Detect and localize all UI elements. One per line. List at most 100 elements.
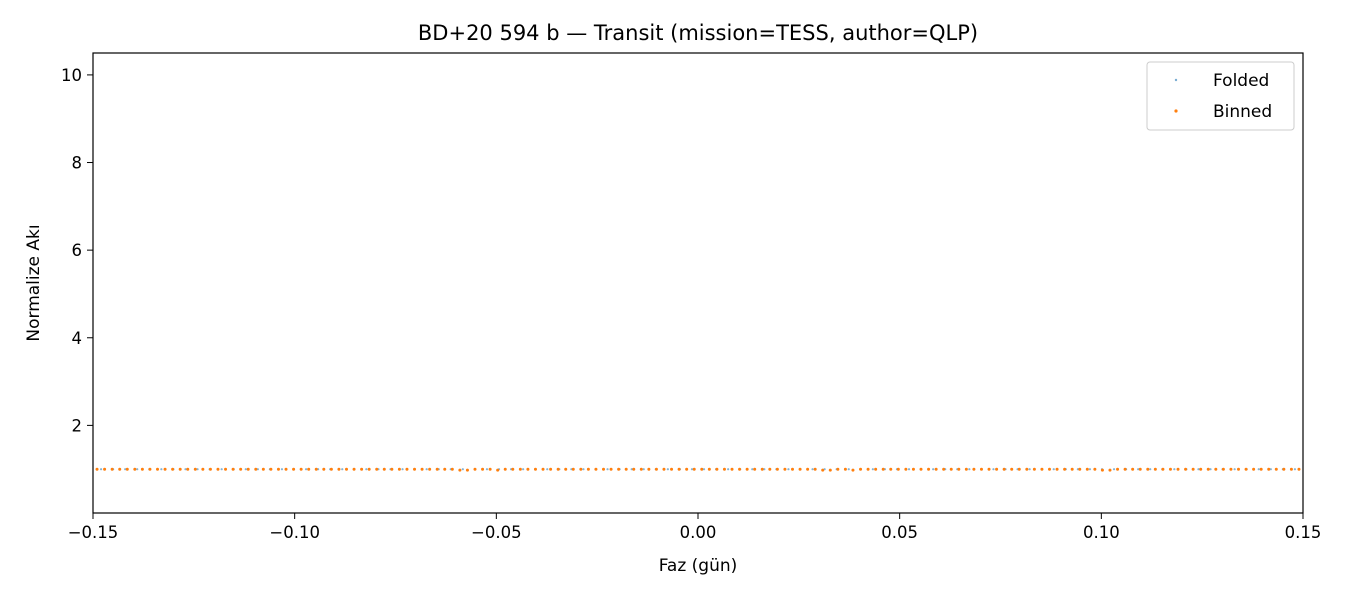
binned-point	[526, 467, 530, 471]
binned-point	[239, 467, 243, 471]
binned-point	[957, 467, 961, 471]
binned-point	[1282, 467, 1286, 471]
binned-point	[103, 467, 107, 471]
binned-point	[450, 467, 454, 471]
binned-point	[806, 467, 810, 471]
binned-point	[178, 467, 182, 471]
binned-point	[889, 467, 893, 471]
binned-point	[224, 467, 228, 471]
folded-point	[124, 468, 127, 471]
binned-point	[533, 467, 537, 471]
binned-point	[435, 467, 439, 471]
binned-point	[292, 467, 296, 471]
binned-point	[216, 467, 220, 471]
binned-point	[571, 467, 575, 471]
folded-point	[304, 468, 308, 471]
binned-point	[465, 468, 469, 472]
folded-point	[1052, 468, 1055, 471]
binned-point	[617, 467, 621, 471]
folded-point	[184, 468, 187, 471]
binned-point	[775, 467, 779, 471]
y-tick-label: 2	[72, 416, 83, 435]
binned-point	[602, 467, 606, 471]
legend-folded-marker	[1174, 78, 1178, 82]
binned-point	[458, 468, 462, 472]
binned-point	[1010, 467, 1014, 471]
binned-point	[148, 467, 152, 471]
x-tick-label: 0.05	[881, 523, 918, 542]
binned-point	[1116, 467, 1120, 471]
binned-point	[171, 467, 175, 471]
folded-point	[244, 468, 247, 471]
binned-point	[828, 468, 832, 472]
folded-point	[847, 468, 850, 471]
folded-point	[546, 468, 549, 471]
binned-point	[1244, 467, 1248, 471]
x-tick-label: 0.10	[1083, 523, 1120, 542]
binned-point	[942, 467, 946, 471]
binned-point	[685, 467, 689, 471]
binned-point	[1063, 467, 1067, 471]
binned-point	[798, 467, 802, 471]
binned-point	[639, 467, 643, 471]
y-tick-label: 4	[72, 329, 83, 348]
legend-binned-label: Binned	[1213, 102, 1272, 122]
binned-point	[413, 467, 417, 471]
x-tick-label: −0.15	[68, 523, 119, 542]
y-tick-label: 8	[72, 154, 83, 173]
binned-point	[299, 467, 303, 471]
binned-point	[911, 467, 915, 471]
x-tick-label: 0.00	[680, 523, 717, 542]
binned-point	[715, 467, 719, 471]
folded-point	[751, 468, 754, 471]
folded-point	[461, 468, 464, 471]
binned-point	[1289, 467, 1293, 471]
axes-frame	[92, 52, 1304, 514]
legend-binned-marker	[1174, 109, 1178, 113]
binned-point	[1032, 467, 1036, 471]
folded-point	[1293, 468, 1297, 471]
y-axis: 2 4 6 8 10	[61, 66, 93, 435]
binned-point	[420, 467, 424, 471]
folded-point	[136, 468, 139, 471]
binned-point	[1206, 467, 1210, 471]
folded-point	[1173, 468, 1176, 471]
y-tick-label: 6	[72, 241, 83, 260]
binned-point	[397, 467, 401, 471]
binned-point	[367, 467, 371, 471]
binned-point	[919, 467, 923, 471]
binned-point	[1002, 467, 1006, 471]
binned-point	[964, 467, 968, 471]
binned-point	[1025, 467, 1029, 471]
binned-point	[1138, 467, 1142, 471]
y-tick-label: 10	[61, 66, 82, 85]
binned-point	[496, 468, 500, 472]
binned-point	[1093, 467, 1097, 471]
folded-point	[1233, 468, 1236, 471]
binned-point	[874, 467, 878, 471]
folded-point	[1137, 468, 1140, 471]
binned-point	[745, 467, 749, 471]
binned-point	[677, 467, 681, 471]
binned-point	[700, 467, 704, 471]
binned-point	[1055, 467, 1059, 471]
binned-point	[375, 467, 379, 471]
binned-point	[549, 467, 553, 471]
binned-point	[405, 467, 409, 471]
binned-point	[821, 468, 825, 472]
binned-point	[1199, 467, 1203, 471]
binned-point	[110, 467, 114, 471]
binned-point	[564, 467, 568, 471]
legend: Folded Binned	[1146, 61, 1295, 131]
folded-point	[485, 468, 489, 471]
binned-point	[163, 467, 167, 471]
folded-point	[992, 468, 995, 471]
binned-point	[133, 467, 137, 471]
binned-point	[254, 467, 258, 471]
x-tick-label: 0.15	[1285, 523, 1322, 542]
folded-point	[1088, 468, 1092, 471]
binned-point	[904, 467, 908, 471]
binned-point	[707, 467, 711, 471]
folded-point	[702, 468, 706, 471]
binned-point	[1168, 467, 1172, 471]
